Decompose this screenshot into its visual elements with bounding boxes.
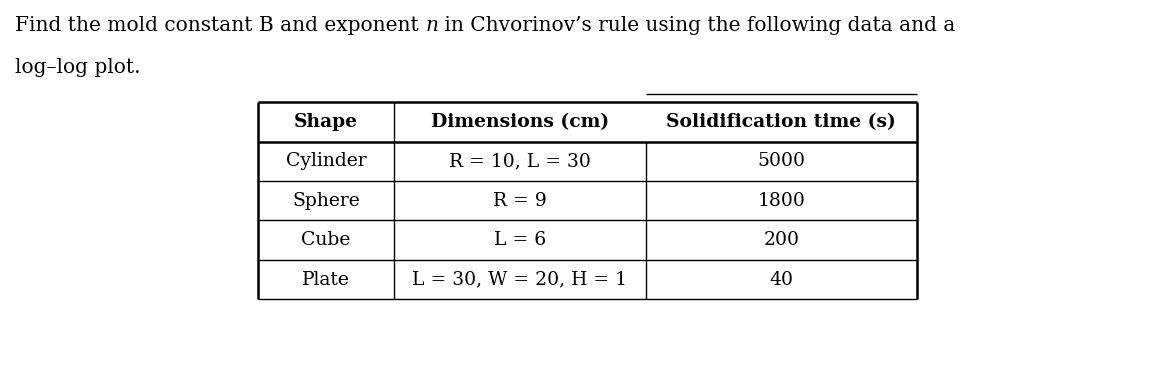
Text: Plate: Plate (302, 270, 350, 289)
Text: Solidification time (s): Solidification time (s) (666, 113, 897, 131)
Text: 200: 200 (764, 231, 799, 249)
Text: Cube: Cube (301, 231, 351, 249)
Text: Shape: Shape (294, 113, 358, 131)
Text: R = 10, L = 30: R = 10, L = 30 (449, 152, 591, 170)
Text: R = 9: R = 9 (494, 192, 546, 210)
Text: 40: 40 (770, 270, 793, 289)
Text: Sphere: Sphere (293, 192, 360, 210)
Text: in Chvorinov’s rule using the following data and a: in Chvorinov’s rule using the following … (438, 16, 955, 35)
Text: Dimensions (cm): Dimensions (cm) (431, 113, 609, 131)
Text: L = 6: L = 6 (494, 231, 546, 249)
Text: 5000: 5000 (758, 152, 805, 170)
Text: L = 30, W = 20, H = 1: L = 30, W = 20, H = 1 (412, 270, 627, 289)
Text: n: n (425, 16, 438, 35)
Text: Cylinder: Cylinder (286, 152, 367, 170)
Text: 1800: 1800 (758, 192, 805, 210)
Text: log–log plot.: log–log plot. (15, 58, 141, 77)
Text: Find the mold constant B and exponent: Find the mold constant B and exponent (15, 16, 425, 35)
